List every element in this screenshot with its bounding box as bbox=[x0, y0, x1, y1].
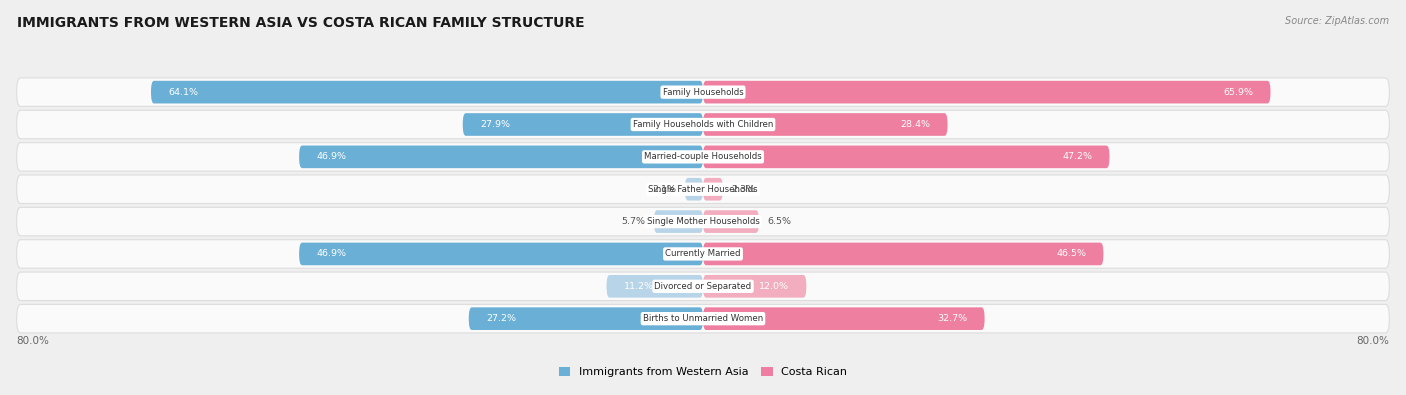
Text: 2.3%: 2.3% bbox=[731, 185, 755, 194]
FancyBboxPatch shape bbox=[299, 243, 703, 265]
FancyBboxPatch shape bbox=[703, 307, 984, 330]
Text: Family Households with Children: Family Households with Children bbox=[633, 120, 773, 129]
Text: Divorced or Separated: Divorced or Separated bbox=[654, 282, 752, 291]
FancyBboxPatch shape bbox=[685, 178, 703, 201]
Text: 28.4%: 28.4% bbox=[900, 120, 931, 129]
FancyBboxPatch shape bbox=[17, 240, 1389, 268]
Text: Currently Married: Currently Married bbox=[665, 249, 741, 258]
FancyBboxPatch shape bbox=[703, 145, 1109, 168]
FancyBboxPatch shape bbox=[150, 81, 703, 103]
Text: 46.9%: 46.9% bbox=[316, 152, 346, 162]
Text: 5.7%: 5.7% bbox=[621, 217, 645, 226]
Text: 65.9%: 65.9% bbox=[1223, 88, 1253, 97]
FancyBboxPatch shape bbox=[703, 210, 759, 233]
FancyBboxPatch shape bbox=[17, 143, 1389, 171]
Text: 12.0%: 12.0% bbox=[759, 282, 789, 291]
FancyBboxPatch shape bbox=[703, 81, 1271, 103]
FancyBboxPatch shape bbox=[703, 275, 807, 297]
Legend: Immigrants from Western Asia, Costa Rican: Immigrants from Western Asia, Costa Rica… bbox=[558, 367, 848, 377]
Text: Single Mother Households: Single Mother Households bbox=[647, 217, 759, 226]
Text: 6.5%: 6.5% bbox=[768, 217, 792, 226]
Text: 11.2%: 11.2% bbox=[624, 282, 654, 291]
FancyBboxPatch shape bbox=[703, 113, 948, 136]
FancyBboxPatch shape bbox=[17, 207, 1389, 236]
Text: 27.9%: 27.9% bbox=[479, 120, 510, 129]
Text: 27.2%: 27.2% bbox=[486, 314, 516, 323]
Text: IMMIGRANTS FROM WESTERN ASIA VS COSTA RICAN FAMILY STRUCTURE: IMMIGRANTS FROM WESTERN ASIA VS COSTA RI… bbox=[17, 16, 585, 30]
Text: Married-couple Households: Married-couple Households bbox=[644, 152, 762, 162]
Text: 80.0%: 80.0% bbox=[17, 336, 49, 346]
Text: Single Father Households: Single Father Households bbox=[648, 185, 758, 194]
FancyBboxPatch shape bbox=[654, 210, 703, 233]
FancyBboxPatch shape bbox=[703, 243, 1104, 265]
Text: 64.1%: 64.1% bbox=[169, 88, 198, 97]
Text: 47.2%: 47.2% bbox=[1063, 152, 1092, 162]
Text: 32.7%: 32.7% bbox=[938, 314, 967, 323]
Text: 46.5%: 46.5% bbox=[1056, 249, 1087, 258]
Text: 2.1%: 2.1% bbox=[652, 185, 676, 194]
FancyBboxPatch shape bbox=[17, 110, 1389, 139]
Text: Births to Unmarried Women: Births to Unmarried Women bbox=[643, 314, 763, 323]
FancyBboxPatch shape bbox=[463, 113, 703, 136]
FancyBboxPatch shape bbox=[703, 178, 723, 201]
Text: 46.9%: 46.9% bbox=[316, 249, 346, 258]
FancyBboxPatch shape bbox=[606, 275, 703, 297]
FancyBboxPatch shape bbox=[299, 145, 703, 168]
FancyBboxPatch shape bbox=[17, 175, 1389, 203]
FancyBboxPatch shape bbox=[17, 78, 1389, 106]
FancyBboxPatch shape bbox=[468, 307, 703, 330]
FancyBboxPatch shape bbox=[17, 305, 1389, 333]
Text: 80.0%: 80.0% bbox=[1357, 336, 1389, 346]
Text: Family Households: Family Households bbox=[662, 88, 744, 97]
FancyBboxPatch shape bbox=[17, 272, 1389, 301]
Text: Source: ZipAtlas.com: Source: ZipAtlas.com bbox=[1285, 16, 1389, 26]
